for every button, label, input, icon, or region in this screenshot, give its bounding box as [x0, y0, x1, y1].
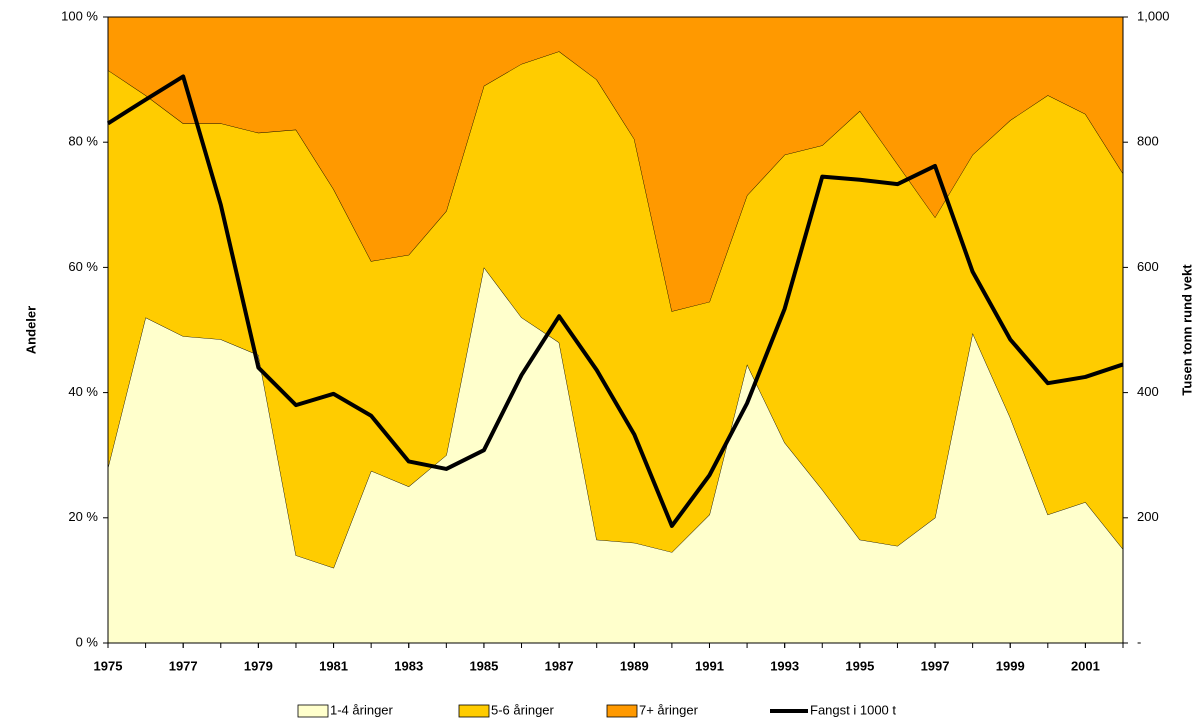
legend-marker — [297, 704, 329, 718]
y2-tick-label: 400 — [1137, 384, 1159, 399]
line — [106, 74, 1124, 528]
y2-tick-label: 600 — [1137, 259, 1159, 274]
x-tick-label: 1993 — [770, 658, 799, 673]
y-tick-label: 60 % — [68, 259, 98, 274]
y-tick-label: 80 % — [68, 134, 98, 149]
y2-axis-title: Tusen tonn rund vekt — [1179, 264, 1194, 396]
plot-border — [107, 16, 1124, 644]
legend-label: Fangst i 1000 t — [810, 702, 896, 717]
x-tick-label: 1975 — [94, 658, 123, 673]
y-tick-label: 20 % — [68, 509, 98, 524]
x-tick-label: 1983 — [394, 658, 423, 673]
legend-marker — [458, 704, 490, 718]
y2-tick-label: 200 — [1137, 509, 1159, 524]
area — [108, 267, 1123, 643]
legend-marker — [606, 704, 638, 718]
x-tick-label: 1997 — [921, 658, 950, 673]
x-tick-label: 1995 — [845, 658, 874, 673]
y-axis-title: Andeler — [23, 306, 38, 354]
x-tick-label: 1979 — [244, 658, 273, 673]
y2-tick-label: 800 — [1137, 134, 1159, 149]
y-tick-label: 0 % — [76, 634, 99, 649]
x-tick-label: 1987 — [545, 658, 574, 673]
x-tick-label: 1977 — [169, 658, 198, 673]
y2-tick-label: 1,000 — [1137, 8, 1170, 23]
x-tick-label: 1985 — [469, 658, 498, 673]
x-tick-label: 1999 — [996, 658, 1025, 673]
legend-label: 7+ åringer — [639, 702, 699, 717]
area — [108, 17, 1123, 312]
y-tick-label: 100 % — [61, 8, 98, 23]
x-tick-label: 2001 — [1071, 658, 1100, 673]
x-tick-label: 1981 — [319, 658, 348, 673]
x-tick-label: 1991 — [695, 658, 724, 673]
x-tick-label: 1989 — [620, 658, 649, 673]
y-tick-label: 40 % — [68, 384, 98, 399]
legend-label: 5-6 åringer — [491, 702, 555, 717]
legend-label: 1-4 åringer — [330, 702, 394, 717]
y2-tick-label: - — [1137, 634, 1141, 649]
